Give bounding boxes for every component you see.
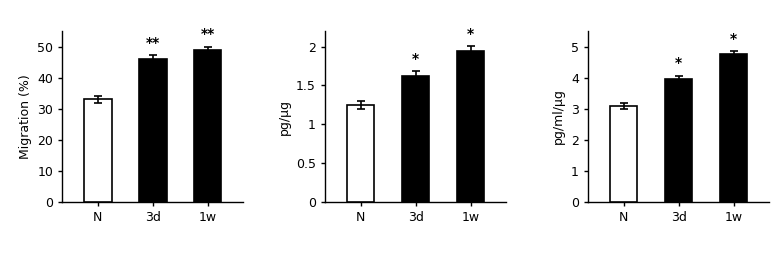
Bar bbox=[457, 51, 484, 202]
Bar bbox=[194, 50, 221, 202]
Bar bbox=[347, 105, 375, 202]
Text: *: * bbox=[412, 52, 420, 66]
Y-axis label: pg/μg: pg/μg bbox=[277, 99, 291, 134]
Y-axis label: Migration (%): Migration (%) bbox=[19, 74, 32, 159]
Bar bbox=[610, 106, 637, 202]
Text: *: * bbox=[730, 32, 737, 46]
Bar bbox=[720, 54, 747, 202]
Bar bbox=[84, 99, 112, 202]
Text: **: ** bbox=[145, 36, 160, 50]
Y-axis label: pg/ml/μg: pg/ml/μg bbox=[552, 89, 566, 145]
Bar bbox=[139, 59, 166, 202]
Bar bbox=[402, 76, 430, 202]
Text: *: * bbox=[675, 56, 682, 70]
Bar bbox=[665, 79, 692, 202]
Text: **: ** bbox=[200, 27, 215, 41]
Text: *: * bbox=[467, 27, 474, 41]
